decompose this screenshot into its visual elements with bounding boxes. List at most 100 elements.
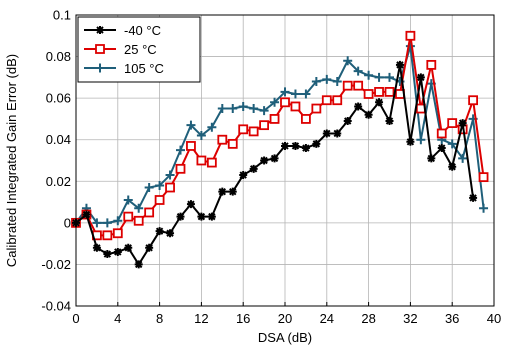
data-point	[270, 154, 279, 163]
data-point	[437, 144, 446, 153]
legend-marker	[96, 26, 104, 34]
data-point	[228, 104, 238, 114]
data-point	[207, 122, 217, 132]
data-point	[311, 77, 321, 87]
data-point	[197, 212, 206, 221]
series-layer	[71, 30, 489, 269]
data-point	[416, 135, 426, 145]
data-point	[217, 104, 227, 114]
data-point	[405, 41, 415, 51]
data-point	[447, 118, 458, 128]
data-point	[155, 180, 165, 190]
data-point	[280, 87, 290, 97]
legend-label: 105 °C	[124, 61, 164, 76]
legend-label: 25 °C	[124, 42, 157, 57]
data-point	[102, 230, 113, 241]
data-point	[353, 66, 363, 76]
y-tick-label: 0.04	[46, 132, 71, 147]
data-point	[426, 59, 437, 70]
data-point	[333, 129, 342, 138]
data-point	[123, 211, 134, 222]
data-point	[112, 228, 123, 239]
data-point	[353, 80, 364, 91]
data-point	[259, 120, 270, 131]
series-1	[71, 30, 489, 241]
y-tick-label: -0.02	[41, 257, 71, 272]
y-tick-label: 0.06	[46, 91, 71, 106]
y-axis-title: Calibrated Integrated Gain Error (dB)	[4, 54, 19, 267]
data-point	[447, 139, 457, 149]
x-tick-label: 0	[72, 311, 79, 326]
data-point	[92, 218, 102, 228]
data-point	[186, 141, 196, 151]
data-point	[238, 101, 248, 111]
data-point	[469, 193, 478, 202]
data-point	[176, 145, 185, 155]
data-point	[165, 170, 175, 180]
data-point	[436, 128, 447, 139]
data-point	[238, 124, 249, 135]
plot-frame	[75, 14, 495, 307]
data-point	[395, 60, 404, 69]
data-point	[134, 203, 144, 213]
data-point	[270, 97, 280, 107]
data-point	[206, 157, 217, 168]
data-point	[103, 250, 112, 259]
data-point	[249, 104, 259, 114]
x-tick-label: 8	[156, 311, 163, 326]
data-point	[332, 95, 343, 106]
legend-entry: 105 °C	[84, 61, 164, 76]
data-point	[207, 212, 216, 221]
y-tick-labels: -0.04 -0.02 0 0.02 0.04 0.06 0.08 0.1	[41, 8, 71, 314]
data-point	[218, 187, 227, 196]
data-point	[260, 156, 269, 165]
x-tick-label: 12	[194, 311, 208, 326]
series-line	[75, 45, 485, 224]
data-point	[321, 95, 332, 106]
legend-marker	[95, 63, 105, 73]
data-point	[343, 56, 353, 66]
data-point	[82, 210, 91, 219]
data-point	[123, 195, 133, 205]
data-point	[248, 126, 259, 137]
x-tick-labels: 0 4 8 12 16 20 24 28 32 36 40	[72, 311, 501, 326]
data-point	[300, 114, 311, 124]
data-point	[416, 73, 425, 82]
data-point	[186, 200, 195, 209]
data-point	[175, 163, 186, 174]
data-point	[249, 164, 258, 173]
data-point	[291, 141, 300, 150]
x-tick-label: 4	[114, 311, 121, 326]
data-point	[332, 77, 342, 87]
data-point	[124, 243, 133, 252]
data-point	[468, 95, 479, 106]
x-tick-label: 24	[320, 311, 334, 326]
data-point	[186, 120, 196, 130]
data-point	[384, 87, 395, 97]
data-point	[113, 216, 123, 226]
data-point	[374, 72, 384, 82]
data-point	[280, 97, 290, 108]
data-point	[301, 89, 311, 99]
data-point	[144, 183, 154, 193]
data-point	[228, 187, 237, 196]
data-point	[385, 117, 394, 126]
legend-label: -40 °C	[124, 23, 161, 38]
data-point	[134, 260, 143, 269]
legend-marker	[95, 44, 105, 54]
data-point	[227, 138, 238, 149]
data-point	[385, 72, 394, 82]
data-point	[217, 134, 228, 145]
data-point	[448, 162, 457, 171]
data-point	[290, 89, 300, 99]
data-point	[113, 247, 122, 256]
data-point	[479, 203, 489, 213]
y-tick-label: -0.04	[41, 299, 71, 314]
series-line	[75, 63, 475, 266]
series-2	[71, 41, 489, 228]
data-point	[354, 102, 363, 111]
data-point	[364, 70, 374, 80]
data-point	[322, 129, 331, 138]
data-point	[290, 101, 301, 112]
